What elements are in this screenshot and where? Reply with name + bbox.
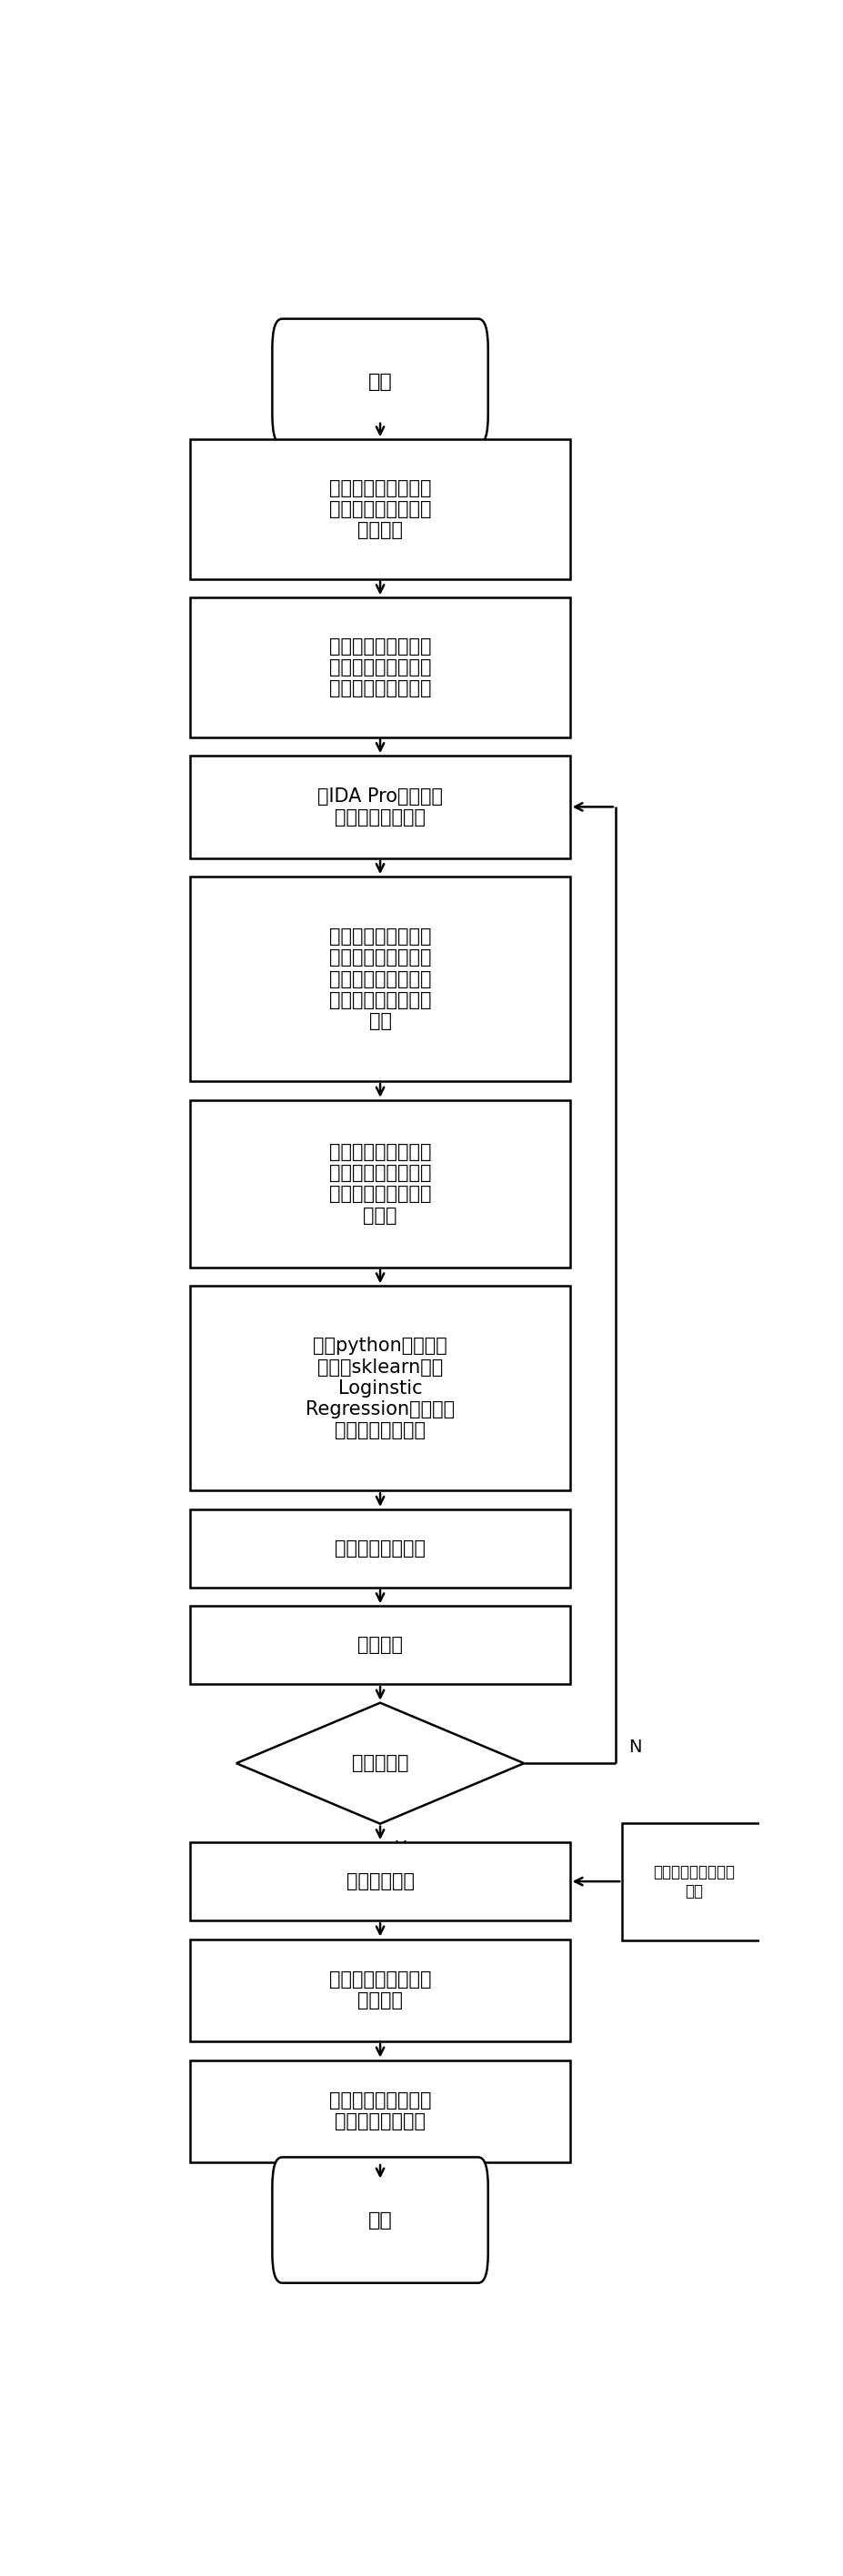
Text: 收集开源的固件的脉
弱哈希函数和其他函
数的源码: 收集开源的固件的脉 弱哈希函数和其他函 数的源码 xyxy=(329,479,431,538)
FancyBboxPatch shape xyxy=(191,1285,569,1492)
Text: 提取不受架构和编译
优化选项影响或受其
影响小于预设阈値的
脉弱哈希函数的共性
特征: 提取不受架构和编译 优化选项影响或受其 影响小于预设阈値的 脉弱哈希函数的共性 … xyxy=(329,927,431,1030)
Text: 使用python语言的机
器学习sklearn库的
Loginstic
Regression模块对数
据进行训练和测试: 使用python语言的机 器学习sklearn库的 Loginstic Regr… xyxy=(305,1337,454,1440)
Text: 待分析的固件二进制
文件: 待分析的固件二进制 文件 xyxy=(652,1865,734,1899)
FancyBboxPatch shape xyxy=(191,1842,569,1922)
Text: 特征数値化处理，并
标记脉弱哈希函数为
正样本，其他函数为
负样本: 特征数値化处理，并 标记脉弱哈希函数为 正样本，其他函数为 负样本 xyxy=(329,1144,431,1224)
Text: 经IDA Pro对二进制
文件进行逆向分析: 经IDA Pro对二进制 文件进行逆向分析 xyxy=(317,788,443,827)
FancyBboxPatch shape xyxy=(272,2156,487,2282)
FancyBboxPatch shape xyxy=(191,440,569,580)
Text: 经不同架构和不同优
化编译选项编译为多
个不同的二进制文件: 经不同架构和不同优 化编译选项编译为多 个不同的二进制文件 xyxy=(329,636,431,698)
Text: 输出脉弱哈希函数的
函数名和入口地址: 输出脉弱哈希函数的 函数名和入口地址 xyxy=(329,2092,431,2130)
FancyBboxPatch shape xyxy=(191,2061,569,2161)
FancyBboxPatch shape xyxy=(191,1510,569,1587)
Text: 结束: 结束 xyxy=(368,2210,392,2228)
Text: N: N xyxy=(628,1739,642,1757)
Text: 基于特征匹配方法的
函数关联: 基于特征匹配方法的 函数关联 xyxy=(329,1971,431,2009)
Text: 开始: 开始 xyxy=(368,374,392,392)
Text: 模型评估: 模型评估 xyxy=(357,1636,402,1654)
Text: 神经网络模型构建: 神经网络模型构建 xyxy=(335,1540,425,1558)
Text: Y: Y xyxy=(394,1839,405,1857)
FancyBboxPatch shape xyxy=(191,755,569,858)
Text: 保存数学模型: 保存数学模型 xyxy=(346,1873,414,1891)
FancyBboxPatch shape xyxy=(191,598,569,737)
FancyBboxPatch shape xyxy=(272,319,487,446)
FancyBboxPatch shape xyxy=(191,1605,569,1685)
FancyBboxPatch shape xyxy=(621,1824,765,1940)
FancyBboxPatch shape xyxy=(191,876,569,1082)
Polygon shape xyxy=(236,1703,524,1824)
Text: 模型可靠？: 模型可靠？ xyxy=(352,1754,408,1772)
FancyBboxPatch shape xyxy=(191,1940,569,2040)
FancyBboxPatch shape xyxy=(191,1100,569,1267)
